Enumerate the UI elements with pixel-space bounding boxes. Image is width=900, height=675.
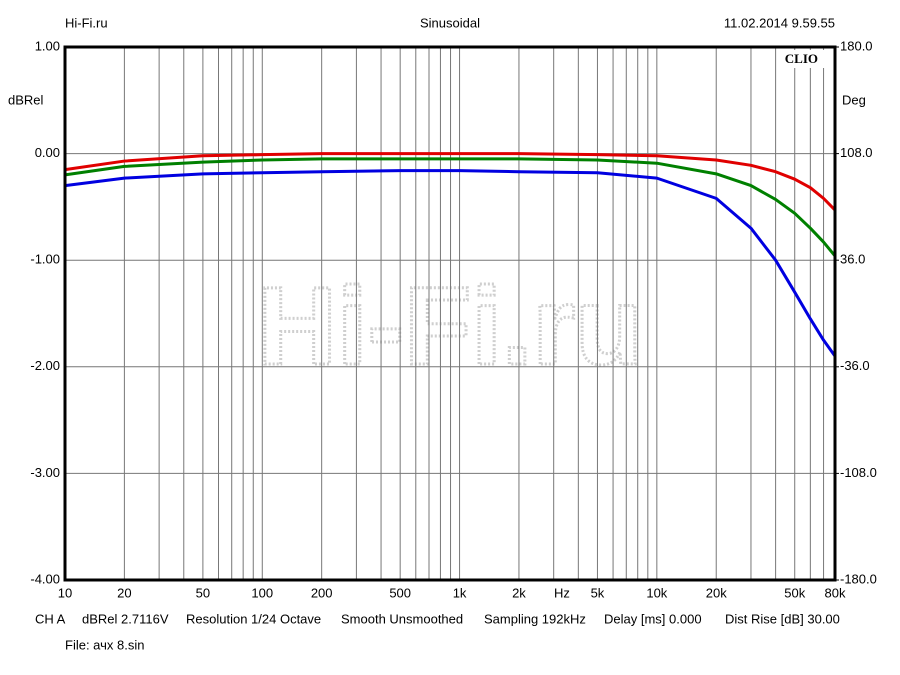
- x-tick-label: 50k: [784, 585, 805, 600]
- chart-title: Sinusoidal: [420, 15, 480, 30]
- x-tick-label: 10k: [646, 585, 667, 600]
- y2-tick-label: 108.0: [840, 145, 873, 160]
- footer-item: Dist Rise [dB] 30.00: [725, 611, 840, 626]
- x-tick-label: 100: [251, 585, 273, 600]
- header-left: Hi-Fi.ru: [65, 15, 108, 30]
- y-tick-label: -3.00: [30, 465, 60, 480]
- footer-item: Resolution 1/24 Octave: [186, 611, 321, 626]
- y-tick-label: -2.00: [30, 358, 60, 373]
- watermark: Hi-Fi.ru: [258, 265, 643, 388]
- x-tick-label: 1k: [453, 585, 467, 600]
- y-axis-label: dBRel: [8, 92, 44, 107]
- brand-box: [777, 50, 832, 68]
- y2-axis-label: Deg: [842, 92, 866, 107]
- y2-tick-label: 180.0: [840, 38, 873, 53]
- plot-frame: [63, 45, 837, 582]
- footer-item: Smooth Unsmoothed: [341, 611, 463, 626]
- footer-item: dBRel 2.7116V: [82, 611, 169, 626]
- x-tick-label: 5k: [591, 585, 605, 600]
- series-line: [64, 152, 837, 212]
- x-tick-label: 20k: [706, 585, 727, 600]
- series-line: [64, 169, 837, 358]
- y2-tick-label: -36.0: [840, 358, 870, 373]
- x-tick-label: 80k: [825, 585, 846, 600]
- y2-tick-label: -108.0: [840, 465, 877, 480]
- x-tick-label: 20: [117, 585, 131, 600]
- footer-item: Sampling 192kHz: [484, 611, 586, 626]
- y-tick-label: -4.00: [30, 571, 60, 586]
- series-line: [64, 157, 837, 257]
- x-tick-label: 200: [311, 585, 333, 600]
- x-tick-label: 50: [196, 585, 210, 600]
- x-tick-label: 500: [389, 585, 411, 600]
- y-tick-label: -1.00: [30, 252, 60, 267]
- file-label: File: ачх 8.sin: [65, 637, 144, 652]
- y-tick-label: 1.00: [35, 38, 60, 53]
- footer-item: Delay [ms] 0.000: [604, 611, 702, 626]
- y2-tick-label: 36.0: [840, 252, 865, 267]
- x-axis-label: Hz: [554, 585, 570, 600]
- y-tick-label: 0.00: [35, 145, 60, 160]
- x-tick-label: 10: [58, 585, 72, 600]
- brand: CLIO: [785, 51, 818, 66]
- x-tick-label: 2k: [512, 585, 526, 600]
- footer-item: CH A: [35, 611, 66, 626]
- y2-tick-label: -180.0: [840, 571, 877, 586]
- header-right: 11.02.2014 9.59.55: [724, 15, 835, 30]
